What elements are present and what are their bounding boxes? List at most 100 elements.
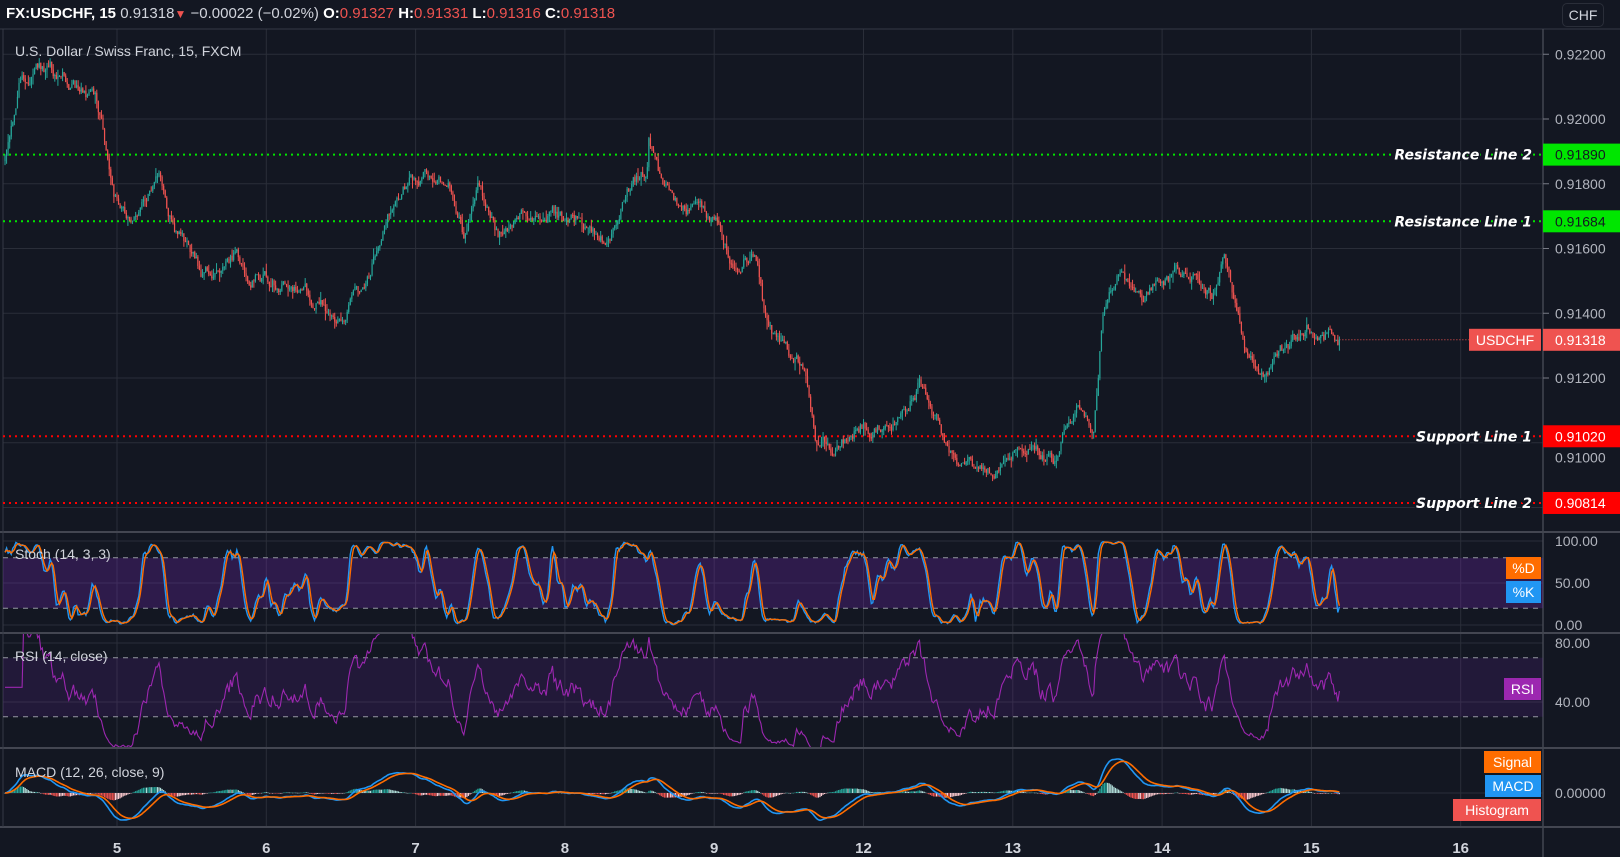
- candle-body[interactable]: [822, 436, 824, 440]
- candle-body[interactable]: [1072, 416, 1075, 423]
- candle-body[interactable]: [934, 414, 936, 416]
- candle-body[interactable]: [1158, 280, 1160, 282]
- candle-body[interactable]: [1287, 344, 1289, 349]
- candle-body[interactable]: [1337, 339, 1339, 346]
- candle-body[interactable]: [480, 185, 482, 187]
- candle-body[interactable]: [113, 184, 115, 197]
- candle-body[interactable]: [904, 409, 907, 412]
- candle-body[interactable]: [1191, 276, 1193, 282]
- candle-body[interactable]: [1194, 273, 1196, 275]
- candle-body[interactable]: [1285, 344, 1288, 348]
- candle-body[interactable]: [278, 288, 280, 293]
- candle-body[interactable]: [138, 212, 140, 216]
- candle-body[interactable]: [635, 175, 638, 182]
- candle-body[interactable]: [999, 466, 1001, 471]
- candle-body[interactable]: [578, 217, 580, 219]
- candle-body[interactable]: [131, 220, 134, 222]
- candle-body[interactable]: [71, 84, 73, 89]
- candle-body[interactable]: [418, 181, 420, 186]
- candle-body[interactable]: [219, 271, 221, 273]
- candle-body[interactable]: [1324, 333, 1326, 340]
- candle-body[interactable]: [785, 342, 787, 344]
- candle-body[interactable]: [256, 274, 258, 276]
- candle-body[interactable]: [1184, 272, 1187, 274]
- candle-body[interactable]: [1125, 279, 1127, 281]
- candle-body[interactable]: [572, 214, 574, 216]
- candle-body[interactable]: [435, 182, 437, 184]
- candle-body[interactable]: [712, 217, 714, 219]
- candle-body[interactable]: [525, 212, 527, 217]
- candle-body[interactable]: [1135, 291, 1137, 293]
- candle-body[interactable]: [239, 257, 241, 264]
- candle-body[interactable]: [69, 88, 71, 90]
- candle-body[interactable]: [446, 185, 448, 187]
- candle-body[interactable]: [981, 465, 983, 469]
- candle-body[interactable]: [159, 172, 162, 178]
- candle-body[interactable]: [1097, 378, 1099, 396]
- candle-body[interactable]: [85, 90, 87, 98]
- candle-body[interactable]: [631, 183, 633, 191]
- candle-body[interactable]: [1223, 254, 1225, 259]
- candle-body[interactable]: [279, 290, 281, 293]
- candle-body[interactable]: [1237, 310, 1239, 314]
- candle-body[interactable]: [730, 263, 732, 265]
- candle-body[interactable]: [590, 226, 592, 232]
- candle-body[interactable]: [1111, 290, 1113, 292]
- candle-body[interactable]: [726, 243, 728, 251]
- candle-body[interactable]: [848, 437, 851, 442]
- candle-body[interactable]: [326, 310, 328, 314]
- candle-body[interactable]: [522, 210, 524, 212]
- candle-body[interactable]: [10, 125, 12, 137]
- candle-body[interactable]: [1211, 292, 1213, 300]
- candle-body[interactable]: [1086, 415, 1089, 420]
- candle-body[interactable]: [621, 202, 624, 210]
- candle-body[interactable]: [498, 232, 501, 238]
- candle-body[interactable]: [889, 426, 891, 428]
- candle-body[interactable]: [649, 138, 652, 147]
- candle-body[interactable]: [166, 197, 168, 209]
- candle-body[interactable]: [1061, 434, 1064, 442]
- candle-body[interactable]: [349, 298, 351, 305]
- candle-body[interactable]: [850, 435, 852, 438]
- candle-body[interactable]: [413, 177, 415, 180]
- candle-body[interactable]: [1321, 335, 1323, 337]
- candle-body[interactable]: [1236, 302, 1238, 311]
- candle-body[interactable]: [687, 209, 689, 215]
- candle-body[interactable]: [464, 234, 466, 239]
- candle-body[interactable]: [824, 436, 826, 442]
- candle-body[interactable]: [287, 285, 289, 289]
- candle-body[interactable]: [861, 424, 863, 429]
- candle-body[interactable]: [399, 198, 401, 200]
- candle-body[interactable]: [415, 177, 417, 182]
- candle-body[interactable]: [1152, 284, 1154, 291]
- candle-body[interactable]: [624, 196, 627, 201]
- candle-body[interactable]: [387, 214, 389, 222]
- candle-body[interactable]: [194, 252, 196, 259]
- candle-body[interactable]: [270, 285, 272, 287]
- candle-body[interactable]: [172, 219, 174, 224]
- candle-body[interactable]: [337, 320, 339, 324]
- candle-body[interactable]: [685, 208, 687, 215]
- candle-body[interactable]: [1094, 410, 1096, 432]
- candle-body[interactable]: [656, 156, 658, 160]
- candle-body[interactable]: [900, 413, 902, 418]
- candle-body[interactable]: [1149, 288, 1151, 295]
- candle-body[interactable]: [478, 182, 480, 186]
- candle-body[interactable]: [1089, 425, 1092, 430]
- candle-body[interactable]: [789, 355, 792, 358]
- candle-body[interactable]: [201, 273, 204, 277]
- candle-body[interactable]: [923, 387, 925, 389]
- candle-body[interactable]: [914, 397, 916, 400]
- candle-body[interactable]: [796, 355, 798, 359]
- candle-body[interactable]: [943, 436, 945, 443]
- rsi-title[interactable]: RSI (14, close): [15, 648, 108, 664]
- candle-body[interactable]: [320, 300, 322, 305]
- candle-body[interactable]: [444, 184, 446, 186]
- candle-body[interactable]: [844, 439, 846, 444]
- candle-body[interactable]: [1037, 446, 1039, 450]
- candle-body[interactable]: [503, 231, 505, 235]
- candle-body[interactable]: [212, 277, 215, 279]
- candle-body[interactable]: [841, 439, 843, 447]
- candle-body[interactable]: [19, 80, 22, 83]
- candle-body[interactable]: [58, 76, 61, 78]
